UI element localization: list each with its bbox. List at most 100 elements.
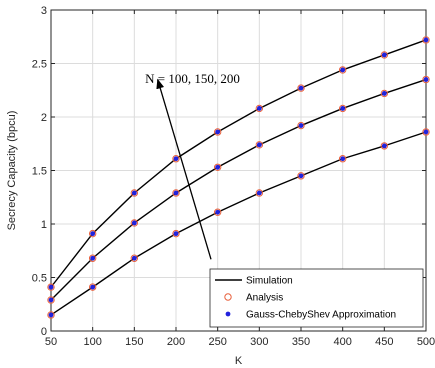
annotation-text: N = 100, 150, 200 bbox=[145, 71, 240, 86]
y-axis-label: Secrecy Capacity (bpcu) bbox=[6, 111, 18, 231]
x-tick-labels: 50 100 150 200 250 300 350 400 450 500 bbox=[45, 336, 435, 348]
gauss-point bbox=[215, 164, 221, 170]
analysis-point bbox=[338, 66, 347, 74]
ticks bbox=[50, 9, 427, 332]
gauss-point bbox=[256, 142, 262, 148]
y-tick-label: 0 bbox=[41, 326, 47, 338]
gauss-point bbox=[298, 123, 304, 128]
analysis-point bbox=[297, 121, 305, 130]
analysis-point bbox=[88, 283, 97, 291]
analysis-point bbox=[297, 172, 305, 180]
analysis-point bbox=[172, 155, 180, 163]
analysis-point bbox=[213, 208, 222, 216]
analysis-point bbox=[130, 189, 139, 197]
analysis-point bbox=[47, 311, 55, 319]
analysis-point bbox=[130, 219, 139, 227]
x-tick-label: 500 bbox=[417, 336, 435, 348]
simulation-line bbox=[50, 78, 427, 301]
gauss-point bbox=[340, 156, 346, 162]
legend-item: Analysis bbox=[224, 293, 283, 304]
gauss-point bbox=[131, 190, 137, 196]
simulation-line bbox=[50, 39, 427, 288]
analysis-point bbox=[172, 189, 180, 197]
gauss-point bbox=[173, 156, 179, 162]
gauss-point bbox=[131, 220, 137, 226]
series-gauss bbox=[48, 37, 429, 318]
series-simulation bbox=[50, 39, 427, 316]
gauss-point bbox=[298, 85, 304, 91]
gauss-point bbox=[131, 255, 137, 261]
gauss-point bbox=[423, 129, 429, 135]
x-tick-label: 100 bbox=[83, 336, 101, 348]
simulation-line bbox=[50, 131, 427, 316]
y-tick-label: 1.5 bbox=[32, 166, 47, 178]
x-tick-label: 400 bbox=[333, 336, 351, 348]
y-tick-label: 1 bbox=[41, 219, 47, 231]
x-tick-label: 350 bbox=[292, 336, 310, 348]
analysis-point bbox=[213, 163, 222, 171]
legend-label: Analysis bbox=[246, 293, 283, 304]
gauss-point bbox=[48, 284, 54, 290]
y-tick-label: 2 bbox=[41, 112, 47, 124]
x-axis-label: K bbox=[235, 355, 243, 367]
gauss-point bbox=[90, 284, 96, 290]
legend-item: Gauss-ChebyShev Approximation bbox=[225, 310, 396, 321]
gauss-point bbox=[48, 297, 54, 303]
analysis-point bbox=[422, 128, 430, 136]
analysis-point bbox=[338, 155, 347, 163]
gauss-point bbox=[173, 190, 179, 196]
analysis-point bbox=[380, 51, 389, 59]
analysis-point bbox=[422, 36, 430, 44]
gauss-point bbox=[381, 143, 387, 149]
x-tick-label: 200 bbox=[167, 336, 185, 348]
x-tick-label: 50 bbox=[45, 336, 57, 348]
legend: Simulation Analysis Gauss-ChebyShev Approx… bbox=[209, 268, 424, 328]
gauss-point bbox=[90, 255, 96, 261]
gauss-point bbox=[215, 129, 221, 135]
x-tick-label: 250 bbox=[208, 336, 226, 348]
gauss-point bbox=[423, 77, 429, 82]
analysis-point bbox=[47, 296, 55, 304]
x-tick-label: 450 bbox=[375, 336, 393, 348]
annotation-arrow bbox=[156, 78, 212, 260]
gauss-point bbox=[423, 37, 429, 43]
analysis-point bbox=[255, 104, 264, 113]
analysis-point bbox=[297, 84, 305, 92]
gauss-point bbox=[340, 67, 346, 73]
analysis-point bbox=[255, 141, 264, 149]
analysis-point bbox=[422, 75, 430, 84]
gauss-point bbox=[173, 231, 179, 237]
legend-label: Simulation bbox=[246, 276, 293, 287]
analysis-point bbox=[47, 283, 55, 291]
gauss-point bbox=[256, 190, 262, 196]
analysis-point bbox=[88, 229, 97, 238]
legend-box bbox=[209, 268, 424, 328]
analysis-point bbox=[338, 104, 347, 113]
y-tick-labels: 0 0.5 1 1.5 2 2.5 3 bbox=[32, 5, 47, 338]
legend-label: Gauss-ChebyShev Approximation bbox=[246, 310, 396, 321]
gauss-point bbox=[215, 209, 221, 215]
legend-swatch bbox=[224, 293, 232, 301]
annotation: N = 100, 150, 200 bbox=[145, 71, 240, 260]
gauss-point bbox=[256, 106, 262, 111]
gauss-point bbox=[340, 106, 346, 111]
x-tick-label: 300 bbox=[250, 336, 268, 348]
y-tick-label: 2.5 bbox=[32, 59, 47, 71]
analysis-point bbox=[88, 254, 97, 262]
y-tick-label: 3 bbox=[41, 5, 47, 17]
analysis-point bbox=[380, 142, 389, 150]
analysis-point bbox=[255, 189, 264, 197]
analysis-point bbox=[172, 229, 180, 238]
gauss-point bbox=[381, 52, 387, 58]
series-analysis bbox=[47, 36, 430, 319]
legend-swatch bbox=[225, 311, 231, 317]
x-tick-label: 150 bbox=[125, 336, 143, 348]
legend-item: Simulation bbox=[215, 276, 293, 287]
gauss-point bbox=[48, 312, 54, 318]
gauss-point bbox=[381, 91, 387, 96]
gauss-point bbox=[90, 231, 96, 237]
analysis-point bbox=[130, 254, 139, 262]
analysis-point bbox=[213, 128, 222, 136]
analysis-point bbox=[380, 89, 389, 98]
